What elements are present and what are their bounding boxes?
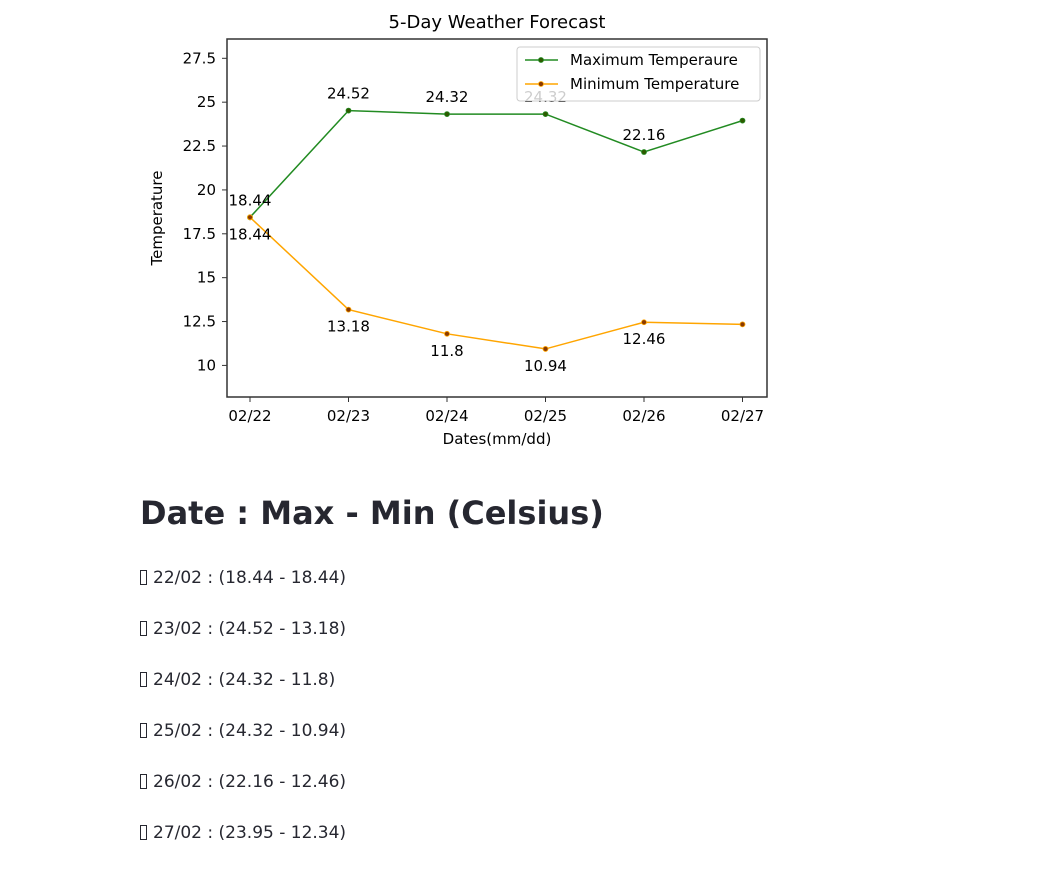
y-tick-label: 12.5	[183, 313, 216, 331]
forecast-row-text: 27/02 : (23.95 - 12.34)	[153, 823, 347, 843]
legend-box	[516, 46, 761, 102]
forecast-row-text: 26/02 : (22.16 - 12.46)	[153, 772, 347, 792]
data-label: 12.46	[623, 330, 666, 348]
y-tick-label: 22.5	[183, 137, 216, 155]
data-point	[739, 117, 746, 124]
forecast-list: 22/02 : (18.44 - 18.44) 23/02 : (24.52 - …	[140, 566, 346, 872]
summary-heading: Date : Max - Min (Celsius)	[140, 494, 604, 532]
missing-glyph-icon	[140, 672, 147, 687]
weather-forecast-chart: 5-Day Weather Forecast 10 12.5 15 17.5 20 22.…	[148, 12, 768, 448]
forecast-row: 23/02 : (24.52 - 13.18)	[140, 617, 346, 668]
data-label: 11.8	[430, 342, 463, 360]
data-point	[542, 111, 549, 118]
y-tick-label: 10	[197, 356, 216, 374]
data-point	[444, 330, 450, 337]
data-point	[542, 346, 549, 352]
y-tick-label: 15	[197, 269, 216, 287]
y-tick-label: 20	[197, 181, 216, 199]
data-point	[641, 319, 647, 326]
forecast-row: 27/02 : (23.95 - 12.34)	[140, 821, 346, 872]
data-point	[345, 306, 352, 313]
x-tick-label: 02/23	[327, 407, 370, 425]
x-tick-label: 02/22	[228, 407, 271, 425]
forecast-row: 26/02 : (22.16 - 12.46)	[140, 770, 346, 821]
x-axis-label: Dates(mm/dd)	[443, 430, 552, 448]
missing-glyph-icon	[140, 570, 147, 585]
x-tick-label: 02/25	[524, 407, 567, 425]
legend-marker	[538, 81, 544, 87]
chart-title: 5-Day Weather Forecast	[389, 12, 606, 33]
forecast-row: 22/02 : (18.44 - 18.44)	[140, 566, 346, 617]
data-point	[444, 111, 450, 118]
y-tick-label: 27.5	[183, 49, 216, 67]
forecast-row: 24/02 : (24.32 - 11.8)	[140, 668, 346, 719]
data-label: 18.44	[229, 225, 272, 243]
legend-label: Minimum Temperature	[570, 75, 739, 93]
data-point	[247, 214, 253, 221]
y-tick-label: 17.5	[183, 225, 216, 243]
data-point	[641, 149, 647, 155]
x-tick-label: 02/24	[425, 407, 468, 425]
chart-legend: Maximum Temperaure Minimum Temperature	[516, 46, 761, 102]
y-axis: 10 12.5 15 17.5 20 22.5 25 27.5	[183, 49, 227, 374]
series-layer: 18.4424.5224.3224.3222.1618.4413.1811.81…	[229, 85, 746, 375]
data-label: 22.16	[623, 126, 666, 144]
legend-marker	[538, 57, 544, 63]
series-line	[249, 216, 743, 350]
y-tick-label: 25	[197, 93, 216, 111]
forecast-row-text: 23/02 : (24.52 - 13.18)	[153, 619, 347, 639]
data-label: 18.44	[229, 191, 272, 209]
forecast-row-text: 24/02 : (24.32 - 11.8)	[153, 670, 336, 690]
forecast-row-text: 25/02 : (24.32 - 10.94)	[153, 721, 347, 741]
y-axis-label: Temperature	[148, 170, 166, 266]
x-tick-label: 02/27	[721, 407, 764, 425]
forecast-row-text: 22/02 : (18.44 - 18.44)	[153, 568, 347, 588]
missing-glyph-icon	[140, 723, 147, 738]
forecast-row: 25/02 : (24.32 - 10.94)	[140, 719, 346, 770]
data-label: 24.52	[327, 85, 370, 103]
legend-label: Maximum Temperaure	[570, 51, 738, 69]
x-tick-label: 02/26	[622, 407, 665, 425]
x-axis: 02/22 02/23 02/24 02/25 02/26 02/27	[228, 397, 764, 425]
data-label: 24.32	[426, 88, 469, 106]
data-point	[345, 107, 352, 114]
data-label: 10.94	[524, 357, 567, 375]
series-line	[249, 109, 743, 218]
data-point	[739, 321, 746, 328]
missing-glyph-icon	[140, 774, 147, 789]
missing-glyph-icon	[140, 825, 147, 840]
missing-glyph-icon	[140, 621, 147, 636]
data-label: 13.18	[327, 318, 370, 336]
